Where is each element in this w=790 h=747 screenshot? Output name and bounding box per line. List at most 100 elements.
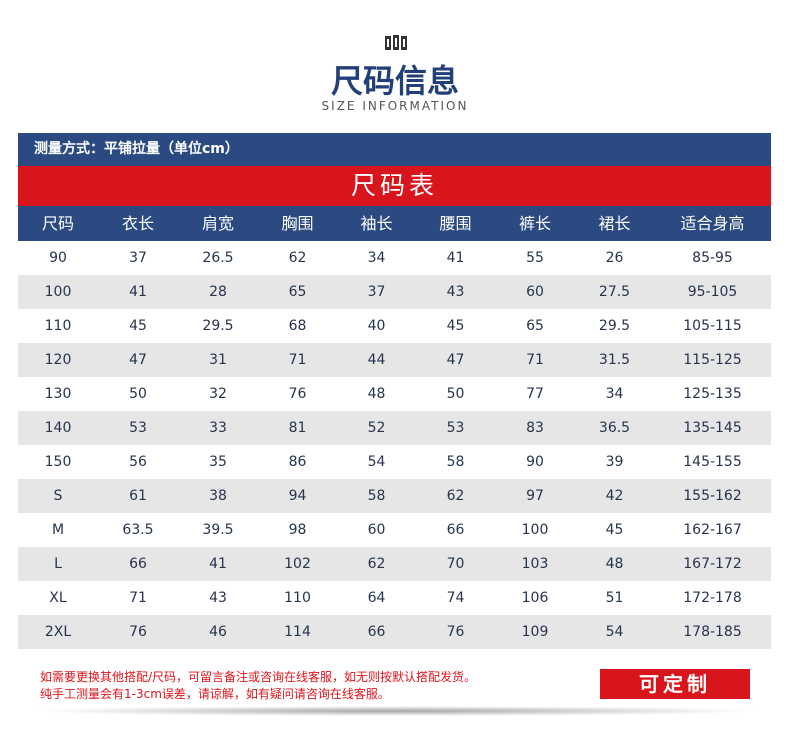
table-cell: 2XL bbox=[44, 624, 72, 640]
table-cell: 105-115 bbox=[683, 318, 742, 334]
table-cell: 76 bbox=[446, 624, 465, 640]
table-cell: 81 bbox=[288, 420, 307, 436]
table-cell: 86 bbox=[288, 454, 307, 470]
table-cell: 66 bbox=[367, 624, 386, 640]
table-row bbox=[18, 547, 771, 581]
table-cell: 34 bbox=[367, 250, 386, 266]
table-cell: 26.5 bbox=[202, 250, 234, 266]
table-cell: 66 bbox=[446, 522, 465, 538]
table-row bbox=[18, 343, 771, 377]
table-cell: 77 bbox=[526, 386, 544, 402]
table-row bbox=[18, 241, 771, 275]
table-cell: 29.5 bbox=[598, 318, 631, 334]
table-cell: 35 bbox=[209, 454, 227, 470]
table-row bbox=[18, 615, 771, 649]
table-cell: 145-155 bbox=[683, 454, 742, 470]
table-cell: 39 bbox=[605, 454, 624, 470]
table-cell: 41 bbox=[446, 250, 465, 266]
table-cell: 44 bbox=[367, 352, 386, 368]
table-cell: 47 bbox=[446, 352, 465, 368]
table-cell: 83 bbox=[526, 420, 544, 436]
table-cell: 66 bbox=[129, 556, 147, 572]
table-cell: 53 bbox=[129, 420, 147, 436]
table-cell: 98 bbox=[288, 522, 307, 538]
table-row bbox=[18, 411, 771, 445]
column-header: 衣长 bbox=[121, 214, 154, 233]
table-cell: 120 bbox=[44, 352, 72, 368]
custom-button: 可定制 bbox=[600, 669, 750, 699]
column-header: 腰围 bbox=[439, 214, 472, 233]
table-cell: 178-185 bbox=[683, 624, 742, 640]
table-row bbox=[18, 377, 771, 411]
table-cell: 43 bbox=[446, 284, 465, 300]
table-cell: 61 bbox=[129, 488, 147, 504]
table-cell: 53 bbox=[446, 420, 465, 436]
table-cell: 106 bbox=[521, 590, 549, 606]
table-cell: XL bbox=[49, 590, 67, 606]
table-cell: 40 bbox=[367, 318, 386, 334]
table-cell: 94 bbox=[288, 488, 307, 504]
table-cell: 65 bbox=[288, 284, 307, 300]
table-cell: 37 bbox=[129, 250, 147, 266]
table-cell: 130 bbox=[44, 386, 72, 402]
shadow bbox=[30, 706, 760, 716]
table-row bbox=[18, 445, 771, 479]
table-cell: 26 bbox=[605, 250, 624, 266]
table-cell: 76 bbox=[288, 386, 307, 402]
table-cell: 28 bbox=[209, 284, 227, 300]
table-cell: 39.5 bbox=[202, 522, 234, 538]
table-cell: 54 bbox=[367, 454, 386, 470]
table-cell: L bbox=[54, 556, 62, 572]
table-cell: 100 bbox=[44, 284, 72, 300]
table-cell: 45 bbox=[129, 318, 147, 334]
column-header: 袖长 bbox=[360, 214, 393, 233]
table-cell: 29.5 bbox=[202, 318, 234, 334]
table-row bbox=[18, 479, 771, 513]
table-cell: 42 bbox=[605, 488, 624, 504]
column-header: 裙长 bbox=[598, 214, 631, 233]
table-cell: 109 bbox=[521, 624, 549, 640]
table-cell: 50 bbox=[129, 386, 147, 402]
table-row bbox=[18, 309, 771, 343]
table-cell: 125-135 bbox=[683, 386, 742, 402]
table-cell: 60 bbox=[526, 284, 544, 300]
table-cell: 115-125 bbox=[683, 352, 742, 368]
table-cell: 45 bbox=[446, 318, 465, 334]
table-cell: 46 bbox=[209, 624, 227, 640]
icon bbox=[385, 35, 407, 50]
table-cell: 85-95 bbox=[692, 250, 733, 266]
table-cell: 31 bbox=[209, 352, 227, 368]
table-cell: 97 bbox=[526, 488, 544, 504]
table-cell: 114 bbox=[284, 624, 311, 640]
table-cell: 70 bbox=[446, 556, 465, 572]
table-row bbox=[18, 275, 771, 309]
table-cell: 58 bbox=[446, 454, 465, 470]
table-cell: 90 bbox=[526, 454, 544, 470]
table-cell: 41 bbox=[209, 556, 227, 572]
table-title: 尺码表 bbox=[18, 166, 771, 206]
column-header: 肩宽 bbox=[201, 214, 234, 233]
table-cell: 41 bbox=[129, 284, 147, 300]
column-header: 裤长 bbox=[518, 214, 551, 233]
table-cell: 36.5 bbox=[598, 420, 631, 436]
table-cell: 74 bbox=[446, 590, 465, 606]
table-cell: 51 bbox=[605, 590, 624, 606]
table-cell: 31.5 bbox=[598, 352, 631, 368]
title: 尺码信息 bbox=[330, 62, 459, 100]
header-row bbox=[18, 206, 771, 241]
table-cell: 38 bbox=[209, 488, 227, 504]
table-cell: 90 bbox=[49, 250, 67, 266]
table-cell: 33 bbox=[209, 420, 227, 436]
column-header: 适合身高 bbox=[680, 214, 745, 233]
table-cell: 172-178 bbox=[683, 590, 742, 606]
table-cell: 64 bbox=[367, 590, 386, 606]
table-cell: 95-105 bbox=[687, 284, 738, 300]
table-cell: 56 bbox=[129, 454, 147, 470]
table-cell: 48 bbox=[367, 386, 386, 402]
column-header: 尺码 bbox=[41, 214, 74, 233]
measure-note: 测量方式：平铺拉量（单位cm） bbox=[18, 133, 771, 166]
table-cell: 63.5 bbox=[122, 522, 154, 538]
table-cell: 62 bbox=[446, 488, 465, 504]
table-cell: 65 bbox=[526, 318, 544, 334]
